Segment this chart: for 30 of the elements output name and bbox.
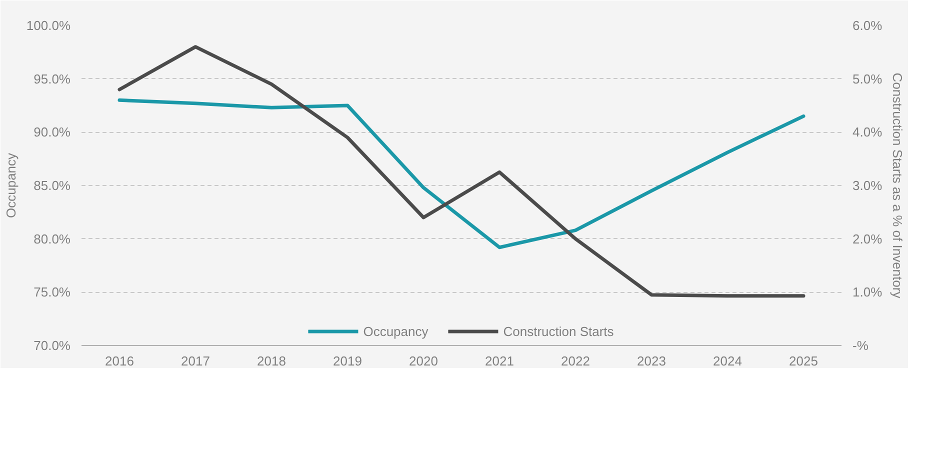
line-series: [118, 98, 806, 250]
y2-tick-label: 2.0%: [852, 231, 883, 246]
line-series: [118, 45, 806, 298]
legend-label: Occupancy: [363, 324, 428, 338]
y2-axis-title: Construction Starts as a % of Inventory: [890, 72, 906, 299]
x-tick-label: 2018: [257, 354, 286, 368]
x-tick-label: 2016: [105, 354, 134, 368]
x-tick-label: 2021: [485, 354, 514, 368]
y-tick-label: 75.0%: [34, 284, 71, 300]
x-tick-label: 2020: [409, 354, 438, 368]
y2-tick-label: 1.0%: [852, 284, 883, 300]
x-tick-label: 2022: [561, 354, 590, 368]
x-tick-label: 2019: [333, 354, 362, 368]
y2-tick-label: 4.0%: [852, 124, 883, 140]
legend-label: Construction Starts: [503, 324, 614, 338]
x-tick-label: 2025: [789, 354, 818, 368]
y-tick-label: 95.0%: [34, 71, 71, 86]
y-axis-title: Occupancy: [3, 152, 18, 218]
y2-tick-label: 3.0%: [852, 178, 883, 193]
y-tick-label: 70.0%: [34, 338, 71, 353]
x-tick-label: 2024: [713, 354, 742, 368]
y2-tick-label: 6.0%: [852, 18, 883, 33]
x-tick-label: 2023: [637, 354, 666, 368]
y2-tick-label: 5.0%: [852, 71, 883, 86]
y-tick-label: 100.0%: [26, 18, 71, 33]
y-tick-label: 90.0%: [34, 124, 71, 140]
x-tick-label: 2017: [181, 354, 210, 368]
y-tick-label: 80.0%: [34, 231, 71, 246]
y2-tick-label: -%: [852, 338, 869, 353]
y-tick-label: 85.0%: [34, 178, 71, 193]
